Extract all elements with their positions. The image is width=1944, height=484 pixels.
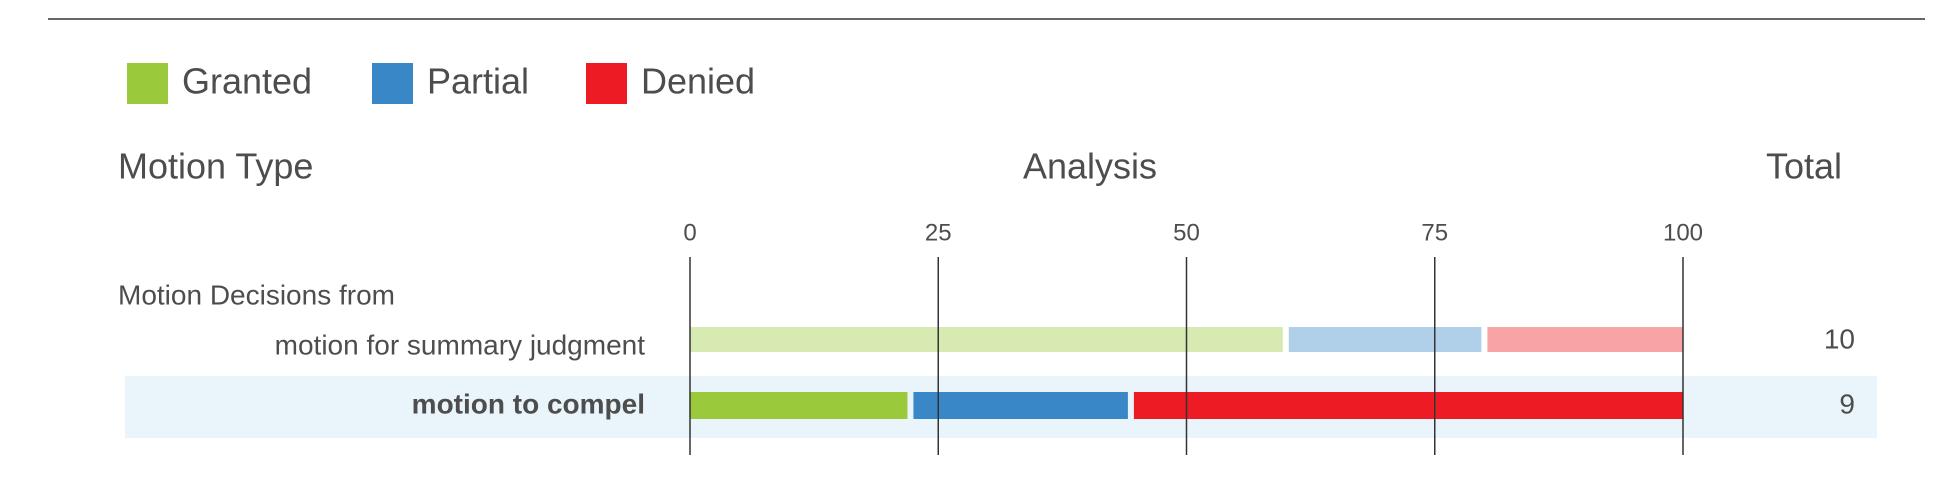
bar-segment — [1133, 392, 1683, 419]
row-total: 9 — [1839, 388, 1855, 419]
x-tick-label: 100 — [1663, 219, 1703, 246]
legend-swatch — [586, 63, 627, 104]
row-label: motion for summary judgment — [275, 329, 646, 360]
bar-segment — [913, 392, 1128, 419]
legend-swatch — [372, 63, 413, 104]
row-total: 10 — [1824, 323, 1855, 354]
x-tick-label: 75 — [1421, 219, 1448, 246]
total-header: Total — [1766, 146, 1842, 187]
chart-header: Analysis — [1023, 146, 1157, 187]
x-tick-label: 50 — [1173, 219, 1200, 246]
x-tick-label: 0 — [683, 219, 696, 246]
bar-segment — [1288, 327, 1482, 352]
bar-segment — [1487, 327, 1683, 352]
legend-label: Denied — [641, 61, 755, 102]
bar-segment — [690, 392, 908, 419]
group-label: Motion Decisions from — [118, 279, 395, 310]
category-header: Motion Type — [118, 146, 313, 187]
legend-label: Partial — [427, 61, 529, 102]
bar-segment — [690, 327, 1283, 352]
row-label: motion to compel — [412, 388, 645, 419]
legend-label: Granted — [182, 61, 312, 102]
x-tick-label: 25 — [925, 219, 952, 246]
legend-swatch — [127, 63, 168, 104]
